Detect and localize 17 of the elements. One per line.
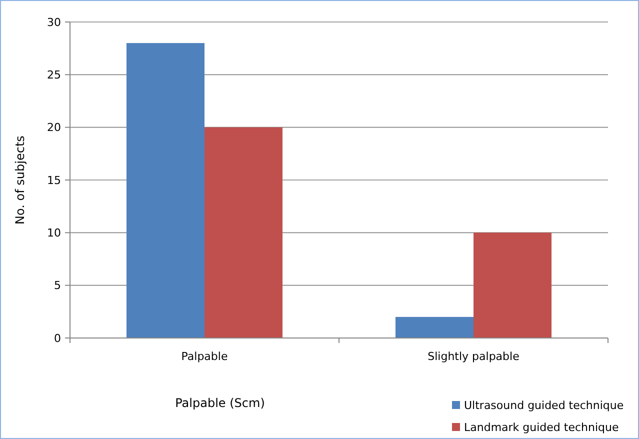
x-tick-label: Slightly palpable <box>428 350 520 363</box>
y-tick-label: 20 <box>47 121 61 134</box>
bar <box>126 43 204 338</box>
bar <box>474 232 552 338</box>
bar <box>395 316 474 338</box>
legend-label: Ultrasound guided technique <box>464 398 624 412</box>
legend-label: Landmark guided technique <box>464 420 619 434</box>
y-tick-label: 25 <box>47 68 61 82</box>
y-axis-title: No. of subjects <box>13 136 27 224</box>
x-tick-label: Palpable <box>181 350 228 363</box>
y-tick-label: 15 <box>47 174 61 187</box>
y-tick-label: 5 <box>54 279 61 292</box>
bar <box>204 127 283 338</box>
y-tick-label: 0 <box>54 332 61 345</box>
y-tick-label: 10 <box>47 226 61 240</box>
y-tick-label: 30 <box>47 16 61 29</box>
x-axis-title: Palpable (Scm) <box>175 396 265 410</box>
